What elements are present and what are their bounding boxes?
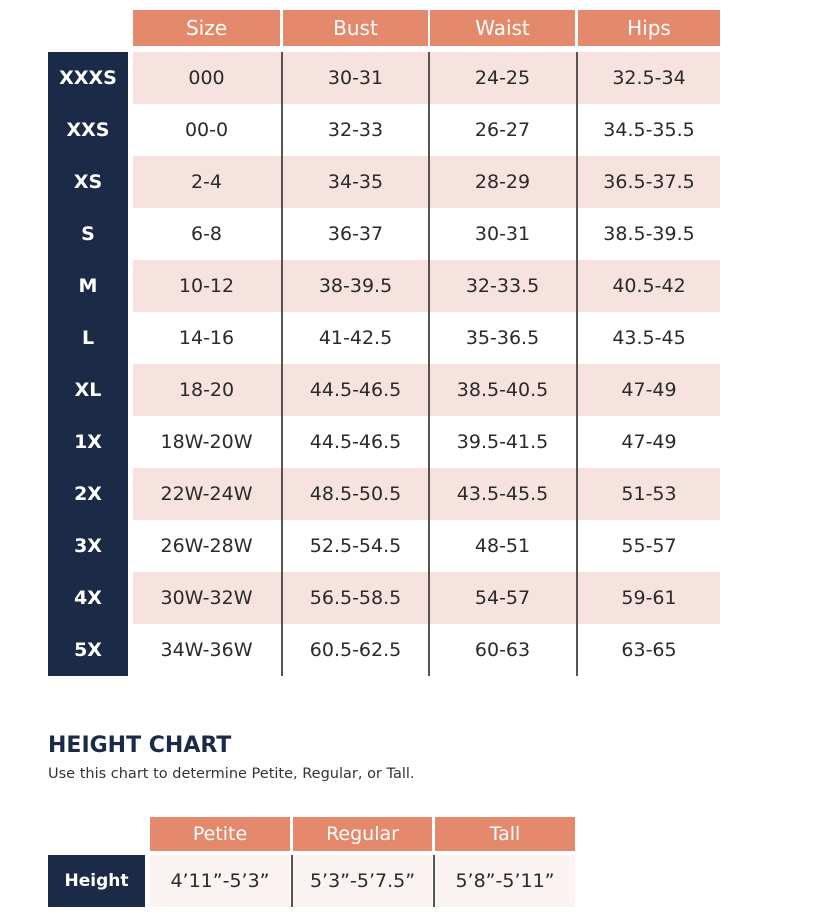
cell: 26-27: [474, 119, 531, 141]
cell: 48-51: [474, 535, 531, 557]
cell: 34-35: [327, 171, 384, 193]
cell: 24-25: [474, 67, 531, 89]
cell: 28-29: [474, 171, 531, 193]
cell: 4’11”-5’3”: [150, 855, 290, 907]
row-label: XS: [73, 171, 103, 193]
height-subtitle: Use this chart to determine Petite, Regu…: [48, 766, 415, 782]
row-band: [133, 52, 720, 104]
column-header: Regular: [293, 817, 432, 851]
row-label: L: [81, 327, 95, 349]
cell: 34.5-35.5: [603, 119, 695, 141]
cell: 60.5-62.5: [309, 639, 402, 661]
cell: 38.5-40.5: [456, 379, 549, 401]
column-divider: [281, 52, 283, 676]
row-label: 3X: [74, 535, 102, 557]
cell: 36-37: [327, 223, 384, 245]
cell: 44.5-46.5: [309, 379, 402, 401]
cell: 55-57: [621, 535, 677, 557]
cell: 43.5-45.5: [456, 483, 549, 505]
cell: 14-16: [178, 327, 235, 349]
column-header: Waist: [430, 10, 575, 46]
row-label: XL: [74, 379, 102, 401]
cell: 39.5-41.5: [456, 431, 549, 453]
column-header: Size: [133, 10, 280, 46]
cell: 18W-20W: [160, 431, 253, 453]
cell: 63-65: [621, 639, 677, 661]
cell: 18-20: [178, 379, 235, 401]
row-label-band: [48, 52, 128, 676]
cell: 47-49: [621, 379, 677, 401]
cell: 000: [188, 67, 225, 89]
column-divider: [428, 52, 430, 676]
column-divider: [433, 855, 435, 907]
row-label: 1X: [74, 431, 102, 453]
row-label: XXS: [66, 119, 110, 141]
cell: 34W-36W: [160, 639, 253, 661]
cell: 32-33: [327, 119, 384, 141]
row-label: M: [78, 275, 98, 297]
row-band: [133, 260, 720, 312]
cell: 30-31: [474, 223, 531, 245]
cell: 41-42.5: [318, 327, 393, 349]
cell: 47-49: [621, 431, 677, 453]
cell: 26W-28W: [160, 535, 253, 557]
row-band: [133, 468, 720, 520]
column-header: Tall: [435, 817, 575, 851]
cell: 40.5-42: [612, 275, 686, 297]
column-header: Bust: [283, 10, 428, 46]
cell: 32-33.5: [465, 275, 540, 297]
cell: 43.5-45: [612, 327, 686, 349]
cell: 10-12: [178, 275, 235, 297]
cell: 36.5-37.5: [603, 171, 695, 193]
cell: 60-63: [474, 639, 531, 661]
cell: 59-61: [621, 587, 677, 609]
row-band: [133, 364, 720, 416]
row-band: [133, 156, 720, 208]
cell: 35-36.5: [465, 327, 540, 349]
cell: 22W-24W: [160, 483, 253, 505]
column-divider: [291, 855, 293, 907]
cell: 56.5-58.5: [309, 587, 402, 609]
cell: 32.5-34: [612, 67, 686, 89]
cell: 48.5-50.5: [309, 483, 402, 505]
row-label: XXXS: [59, 67, 117, 89]
cell: 38-39.5: [318, 275, 393, 297]
cell: 52.5-54.5: [309, 535, 402, 557]
row-label: 5X: [74, 639, 102, 661]
cell: 30-31: [327, 67, 384, 89]
cell: 6-8: [190, 223, 223, 245]
row-label: Height: [48, 855, 145, 907]
cell: 5’8”-5’11”: [435, 855, 575, 907]
column-divider: [576, 52, 578, 676]
cell: 2-4: [190, 171, 223, 193]
row-band: [133, 572, 720, 624]
cell: 51-53: [621, 483, 677, 505]
height-title: HEIGHT CHART: [48, 733, 232, 758]
cell: 44.5-46.5: [309, 431, 402, 453]
row-label: 4X: [74, 587, 102, 609]
row-label: 2X: [74, 483, 102, 505]
cell: 5’3”-5’7.5”: [293, 855, 432, 907]
column-header: Petite: [150, 817, 290, 851]
cell: 00-0: [184, 119, 229, 141]
row-label: S: [81, 223, 95, 245]
cell: 54-57: [474, 587, 531, 609]
cell: 30W-32W: [160, 587, 253, 609]
column-header: Hips: [578, 10, 720, 46]
cell: 38.5-39.5: [603, 223, 695, 245]
